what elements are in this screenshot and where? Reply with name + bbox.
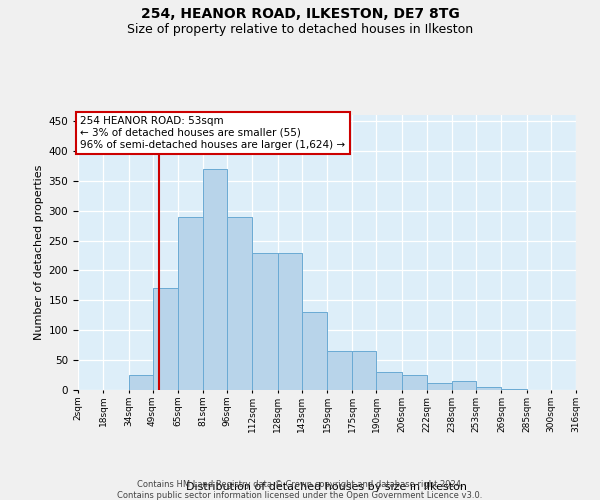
Text: 254, HEANOR ROAD, ILKESTON, DE7 8TG: 254, HEANOR ROAD, ILKESTON, DE7 8TG <box>140 8 460 22</box>
Text: Size of property relative to detached houses in Ilkeston: Size of property relative to detached ho… <box>127 22 473 36</box>
Bar <box>452 381 476 390</box>
Text: Contains HM Land Registry data © Crown copyright and database right 2024.
Contai: Contains HM Land Registry data © Crown c… <box>118 480 482 500</box>
Y-axis label: Number of detached properties: Number of detached properties <box>34 165 44 340</box>
Bar <box>302 312 327 390</box>
Bar <box>152 288 178 390</box>
Bar <box>129 375 152 390</box>
Bar <box>401 375 427 390</box>
Text: Distribution of detached houses by size in Ilkeston: Distribution of detached houses by size … <box>187 482 467 492</box>
Bar <box>253 252 278 390</box>
Text: 254 HEANOR ROAD: 53sqm
← 3% of detached houses are smaller (55)
96% of semi-deta: 254 HEANOR ROAD: 53sqm ← 3% of detached … <box>80 116 346 150</box>
Bar <box>476 387 502 390</box>
Bar <box>502 389 527 390</box>
Bar <box>227 216 253 390</box>
Bar <box>203 169 227 390</box>
Bar <box>352 351 376 390</box>
Bar <box>178 216 203 390</box>
Bar <box>278 252 302 390</box>
Bar <box>327 351 352 390</box>
Bar <box>427 383 452 390</box>
Bar <box>376 372 401 390</box>
